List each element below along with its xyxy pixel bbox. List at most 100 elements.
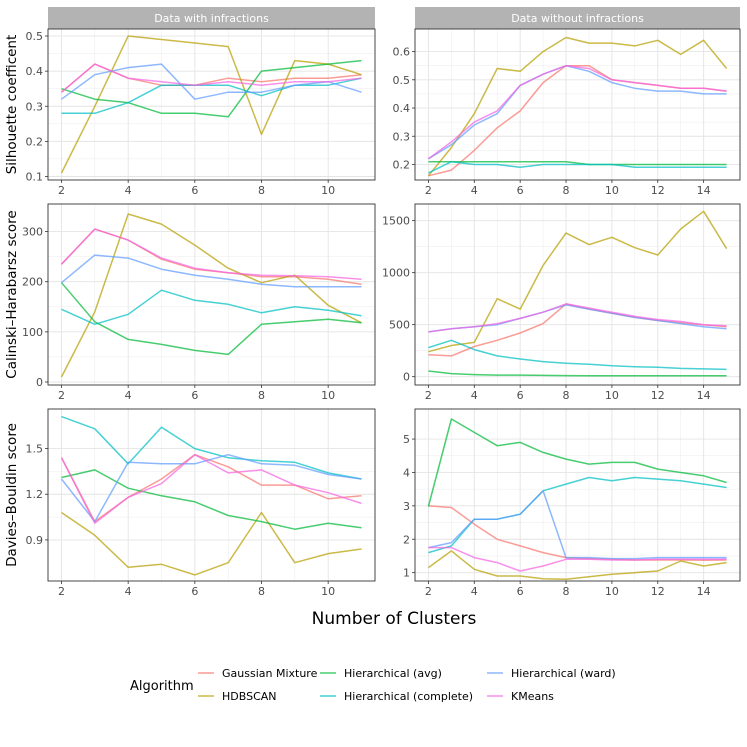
y-tick-label: 1.5 bbox=[26, 443, 44, 456]
y-tick-label: 0.2 bbox=[26, 135, 44, 148]
series-line-kmeans bbox=[60, 228, 362, 280]
x-tick-label: 2 bbox=[58, 184, 65, 197]
panel-background bbox=[48, 409, 375, 581]
x-tick-label: 10 bbox=[321, 585, 335, 598]
series-line-hierarchical-avg bbox=[61, 59, 362, 118]
panel-background bbox=[415, 409, 740, 581]
series-line-hdbscan bbox=[428, 210, 728, 353]
y-tick-label: 4 bbox=[403, 466, 410, 479]
x-tick-label: 8 bbox=[258, 585, 265, 598]
strip-label: Data with infractions bbox=[154, 12, 269, 25]
y-tick-label: 0.1 bbox=[26, 170, 44, 183]
x-tick-label: 8 bbox=[563, 585, 570, 598]
series-line-hierarchical-avg bbox=[428, 160, 727, 166]
y-tick-label: 300 bbox=[22, 226, 43, 239]
series-line-hierarchical-complete bbox=[428, 160, 727, 174]
y-tick-label: 1.2 bbox=[26, 488, 44, 501]
series-line-hierarchical-complete bbox=[428, 339, 727, 371]
x-tick-label: 4 bbox=[125, 389, 132, 402]
legend-label: KMeans bbox=[511, 690, 554, 703]
x-tick-label: 10 bbox=[605, 184, 619, 197]
x-tick-label: 8 bbox=[258, 184, 265, 197]
facet-strip-1: Data with infractions bbox=[48, 7, 375, 29]
facet-strip-2: Data without infractions bbox=[415, 7, 740, 29]
y-tick-label: 0.3 bbox=[26, 100, 44, 113]
x-tick-label: 12 bbox=[651, 585, 665, 598]
x-tick-label: 8 bbox=[563, 389, 570, 402]
legend-label: HDBSCAN bbox=[222, 690, 277, 703]
series-line-hdbscan bbox=[61, 511, 362, 576]
y-axis-label-1: Silhouette coefficent bbox=[4, 35, 20, 175]
panel-background bbox=[48, 29, 375, 180]
y-tick-label: 200 bbox=[22, 276, 43, 289]
y-tick-label: 0.5 bbox=[393, 74, 411, 87]
series-line-hdbscan bbox=[427, 550, 727, 581]
series-line-kmeans bbox=[427, 64, 727, 160]
x-tick-label: 4 bbox=[125, 585, 132, 598]
x-tick-label: 4 bbox=[471, 184, 478, 197]
legend-item-hierarchical-complete: Hierarchical (complete) bbox=[320, 690, 473, 703]
x-axis-label: Number of Clusters bbox=[312, 609, 477, 629]
x-tick-label: 2 bbox=[58, 585, 65, 598]
series-line-kmeans bbox=[428, 546, 727, 572]
legend-label: Hierarchical (ward) bbox=[511, 667, 616, 680]
series-line-hierarchical-avg bbox=[428, 370, 727, 377]
x-tick-label: 6 bbox=[517, 585, 524, 598]
y-tick-label: 3 bbox=[403, 500, 410, 513]
x-tick-label: 6 bbox=[517, 184, 524, 197]
x-tick-label: 2 bbox=[58, 389, 65, 402]
series-line-hierarchical-complete bbox=[61, 77, 362, 115]
series-line-hierarchical-ward bbox=[428, 64, 727, 160]
x-tick-label: 2 bbox=[425, 389, 432, 402]
panel-border bbox=[414, 203, 741, 386]
series-line-hierarchical-ward bbox=[428, 490, 727, 560]
panel-border bbox=[414, 408, 741, 582]
strip-label: Data without infractions bbox=[511, 12, 644, 25]
x-tick-label: 6 bbox=[191, 389, 198, 402]
x-tick-label: 12 bbox=[651, 184, 665, 197]
x-tick-label: 6 bbox=[517, 389, 524, 402]
y-tick-label: 0.5 bbox=[26, 30, 44, 43]
y-tick-label: 500 bbox=[389, 319, 410, 332]
y-tick-label: 5 bbox=[403, 433, 410, 446]
legend-item-kmeans: KMeans bbox=[487, 690, 554, 703]
y-tick-label: 0.6 bbox=[393, 46, 411, 59]
panel-border bbox=[414, 28, 741, 181]
series-line-kmeans bbox=[61, 63, 362, 93]
x-tick-label: 14 bbox=[697, 389, 711, 402]
x-tick-label: 10 bbox=[605, 585, 619, 598]
legend-title: Algorithm bbox=[130, 679, 194, 694]
x-tick-label: 14 bbox=[697, 184, 711, 197]
panel-5: 2 4 6 8 10 0.9 1.2 1.5 bbox=[26, 408, 376, 598]
y-tick-label: 0.4 bbox=[393, 102, 411, 115]
series-line-kmeans bbox=[428, 303, 727, 333]
series-line-hierarchical-ward bbox=[60, 453, 362, 523]
x-tick-label: 2 bbox=[425, 585, 432, 598]
series-line-hierarchical-complete bbox=[61, 415, 362, 480]
panel-4: 2 4 6 8 10 12 14 0 500 1000 1500 bbox=[382, 203, 741, 402]
panel-border bbox=[47, 408, 376, 582]
x-tick-label: 8 bbox=[258, 389, 265, 402]
series-line-kmeans bbox=[60, 453, 362, 524]
x-tick-label: 14 bbox=[697, 585, 711, 598]
panel-border bbox=[47, 28, 376, 181]
panel-1: 2 4 6 8 10 0.1 0.2 0.3 0.4 0.5 bbox=[26, 28, 376, 197]
y-tick-label: 0 bbox=[403, 371, 410, 384]
y-tick-label: 1000 bbox=[382, 267, 410, 280]
legend-label: Hierarchical (complete) bbox=[344, 690, 473, 703]
panel-border bbox=[47, 203, 376, 386]
legend: Algorithm Gaussian Mixture HDBSCAN Hierarch… bbox=[130, 667, 616, 703]
x-tick-label: 4 bbox=[471, 389, 478, 402]
legend-label: Gaussian Mixture bbox=[222, 667, 318, 680]
panel-background bbox=[415, 204, 740, 385]
y-tick-label: 1 bbox=[403, 567, 410, 580]
x-tick-label: 4 bbox=[125, 184, 132, 197]
panel-2: 2 4 6 8 10 12 14 0.2 0.3 0.4 0.5 0.6 bbox=[393, 28, 741, 197]
y-tick-label: 1500 bbox=[382, 215, 410, 228]
y-axis-label-2: Calinski–Harabarsz score bbox=[4, 210, 20, 378]
legend-label: Hierarchical (avg) bbox=[344, 667, 442, 680]
strip-background bbox=[415, 7, 740, 29]
y-tick-label: 0.2 bbox=[393, 158, 411, 171]
